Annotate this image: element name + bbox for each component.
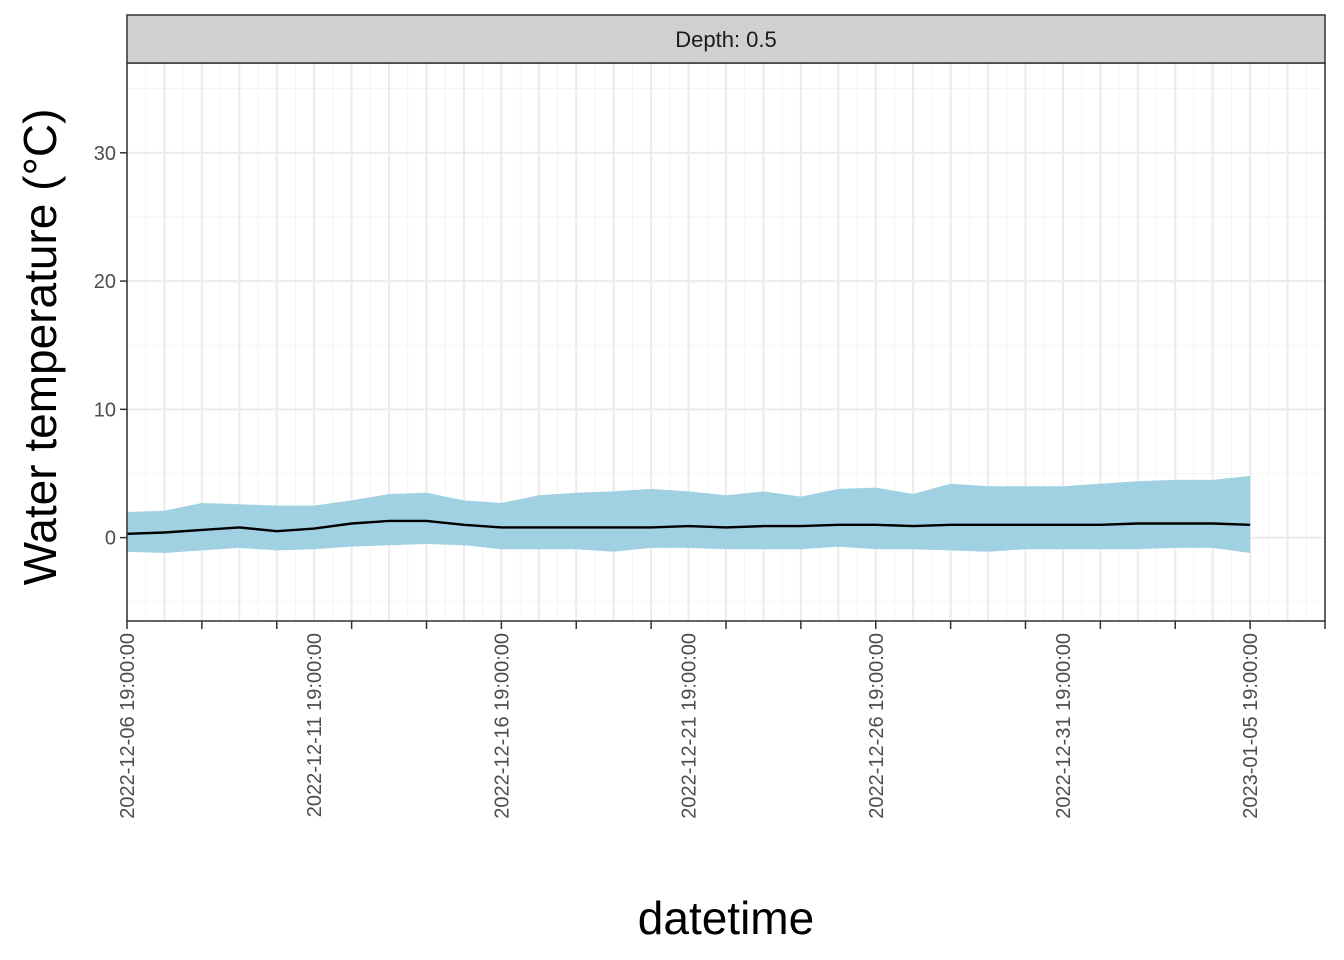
x-tick-label: 2022-12-11 19:00:00 bbox=[304, 633, 326, 817]
facet-strip-label: Depth: 0.5 bbox=[675, 27, 777, 52]
x-tick-label: 2022-12-16 19:00:00 bbox=[491, 633, 513, 819]
y-tick-label: 0 bbox=[105, 528, 116, 550]
x-tick-label: 2022-12-21 19:00:00 bbox=[679, 633, 701, 819]
y-tick-label: 30 bbox=[94, 143, 116, 165]
x-tick-label: 2023-01-05 19:00:00 bbox=[1240, 633, 1262, 819]
y-axis-title: Water temperature (°C) bbox=[14, 109, 66, 586]
x-axis-title: datetime bbox=[638, 892, 814, 944]
axes: 0 10 20 30 2022-12-06 19:00:00 2022-12-11 19:… bbox=[94, 143, 1326, 819]
temperature-line bbox=[126, 519, 1251, 535]
uncertainty-ribbon bbox=[127, 476, 1251, 553]
y-tick-label: 10 bbox=[94, 399, 116, 421]
plot-marks bbox=[126, 476, 1251, 553]
facet-strip: Depth: 0.5 bbox=[126, 14, 1326, 64]
y-tick-label: 20 bbox=[94, 271, 116, 293]
x-tick-label: 2022-12-31 19:00:00 bbox=[1053, 633, 1075, 819]
facet-strip-box bbox=[126, 14, 1326, 64]
x-tick-label: 2022-12-06 19:00:00 bbox=[117, 633, 139, 819]
x-tick-label: 2022-12-26 19:00:00 bbox=[866, 633, 888, 819]
